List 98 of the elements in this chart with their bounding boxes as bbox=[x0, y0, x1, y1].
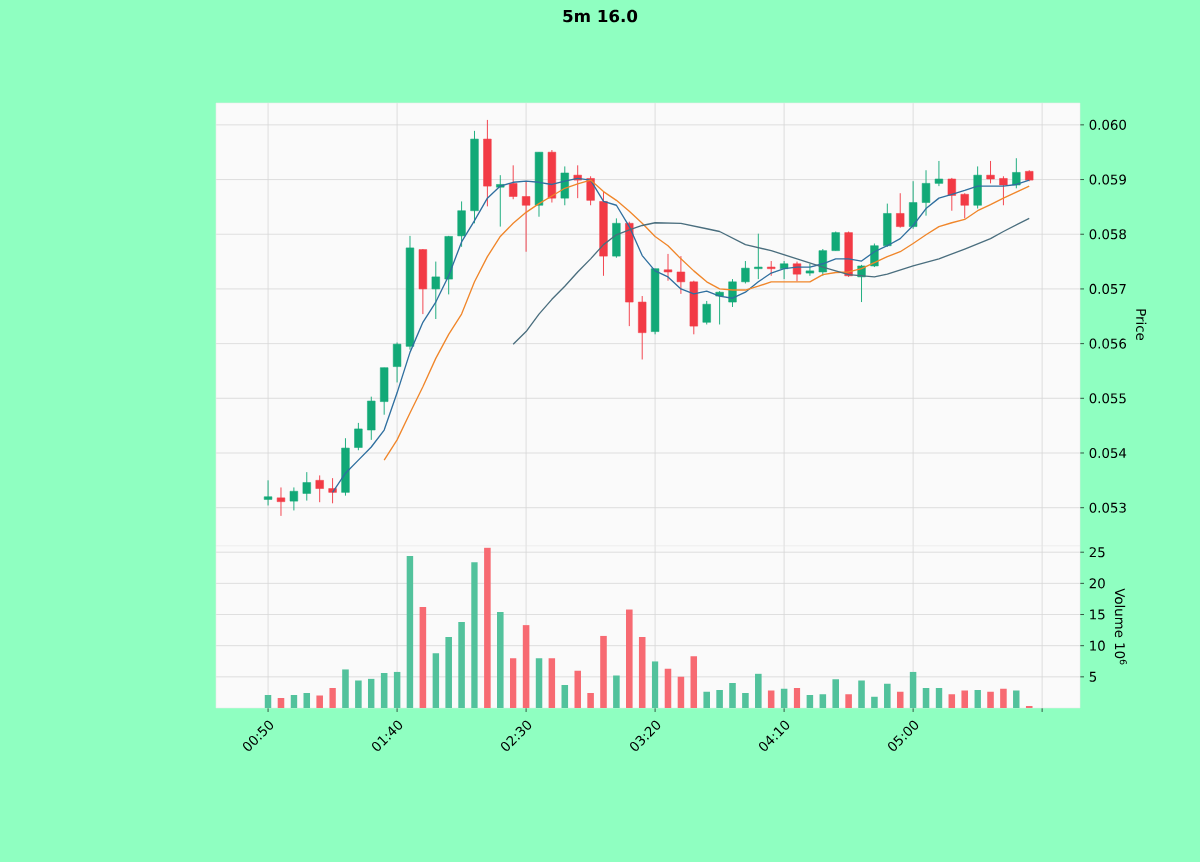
bar bbox=[587, 693, 594, 708]
line-series bbox=[512, 217, 1030, 345]
candlestick bbox=[315, 474, 324, 503]
bar bbox=[290, 694, 298, 708]
bar bbox=[961, 690, 969, 708]
bar bbox=[677, 676, 685, 708]
y-tick-label: 5 bbox=[1089, 671, 1097, 682]
bar bbox=[716, 689, 723, 708]
candlestick bbox=[934, 160, 944, 187]
candlestick bbox=[805, 263, 815, 277]
bar bbox=[858, 680, 865, 708]
bar bbox=[884, 683, 891, 708]
bar bbox=[458, 622, 465, 708]
bar bbox=[316, 695, 323, 708]
bar bbox=[380, 673, 388, 708]
candlestick bbox=[276, 486, 286, 517]
candlestick bbox=[354, 422, 363, 451]
candlestick bbox=[741, 260, 750, 284]
bar bbox=[664, 668, 672, 708]
bar bbox=[871, 696, 878, 708]
bar bbox=[742, 693, 749, 708]
y-tick-label: 0.060 bbox=[1089, 119, 1127, 130]
candlestick bbox=[702, 300, 711, 325]
bar bbox=[1000, 688, 1007, 708]
y-axis-title: Price bbox=[1136, 309, 1147, 341]
bar bbox=[264, 694, 272, 708]
bar bbox=[368, 678, 375, 708]
bar bbox=[406, 555, 414, 708]
bar bbox=[613, 675, 620, 708]
bar bbox=[819, 694, 827, 708]
candlestick bbox=[302, 471, 311, 502]
bar bbox=[703, 691, 710, 708]
bar bbox=[445, 636, 452, 708]
bar bbox=[600, 635, 607, 708]
bar bbox=[922, 688, 930, 708]
candlestick bbox=[947, 177, 956, 212]
bar bbox=[987, 691, 994, 708]
bar bbox=[342, 669, 349, 708]
bar bbox=[303, 693, 311, 708]
candlestick bbox=[921, 169, 931, 217]
candlestick bbox=[779, 260, 789, 280]
bar bbox=[509, 658, 517, 708]
bar bbox=[548, 658, 556, 708]
bar bbox=[690, 656, 698, 708]
candlestick bbox=[392, 342, 402, 383]
y-tick-label: 0.055 bbox=[1089, 393, 1126, 404]
y-tick-label: 0.058 bbox=[1089, 229, 1126, 240]
bar bbox=[574, 670, 581, 708]
y-tick-label: 10 bbox=[1090, 640, 1105, 651]
bar bbox=[355, 680, 362, 708]
candlestick bbox=[896, 192, 905, 229]
candlestick bbox=[754, 233, 763, 280]
bar bbox=[651, 661, 659, 708]
bar bbox=[832, 679, 840, 708]
candlestick bbox=[431, 261, 440, 320]
bar bbox=[277, 698, 285, 708]
candlestick bbox=[263, 479, 273, 506]
bar bbox=[561, 684, 569, 708]
bar bbox=[484, 547, 491, 708]
y-axis-title: Volume 10$^{6}$ bbox=[1114, 588, 1127, 665]
bar bbox=[432, 653, 440, 708]
bar bbox=[845, 694, 852, 708]
y-tick-label: 20 bbox=[1089, 578, 1105, 589]
bar bbox=[793, 688, 801, 708]
candlestick bbox=[960, 192, 969, 219]
bar bbox=[626, 609, 633, 708]
bar bbox=[806, 694, 814, 708]
bar bbox=[497, 612, 504, 708]
y-tick-label: 0.053 bbox=[1089, 502, 1126, 513]
y-tick-label: 0.056 bbox=[1089, 338, 1127, 349]
candlestick bbox=[986, 160, 995, 184]
bar bbox=[755, 673, 762, 708]
chart-title: 5m 16.0 bbox=[563, 9, 638, 23]
bar bbox=[909, 671, 917, 708]
bar bbox=[935, 688, 943, 708]
candlestick bbox=[289, 486, 299, 511]
bar bbox=[780, 688, 788, 708]
y-tick-label: 0.057 bbox=[1089, 283, 1126, 294]
candlestick bbox=[1012, 157, 1021, 189]
y-tick-label: 0.054 bbox=[1089, 447, 1127, 459]
candlestick bbox=[509, 164, 518, 200]
bar bbox=[729, 683, 736, 708]
bar bbox=[638, 636, 646, 708]
candlestick bbox=[715, 290, 724, 325]
candlestick bbox=[496, 174, 505, 228]
bar bbox=[948, 694, 956, 708]
bar bbox=[419, 607, 427, 708]
candlestick bbox=[521, 180, 531, 253]
candlestick bbox=[999, 175, 1008, 206]
bar bbox=[393, 671, 401, 708]
candlestick bbox=[663, 253, 673, 282]
y-tick-label: 0.059 bbox=[1089, 174, 1126, 185]
bar bbox=[896, 691, 904, 708]
y-tick-label: 15 bbox=[1090, 609, 1105, 620]
bar bbox=[522, 625, 530, 708]
y-tick-label: 25 bbox=[1089, 547, 1105, 558]
candlestick bbox=[676, 255, 686, 295]
bar bbox=[535, 658, 543, 708]
